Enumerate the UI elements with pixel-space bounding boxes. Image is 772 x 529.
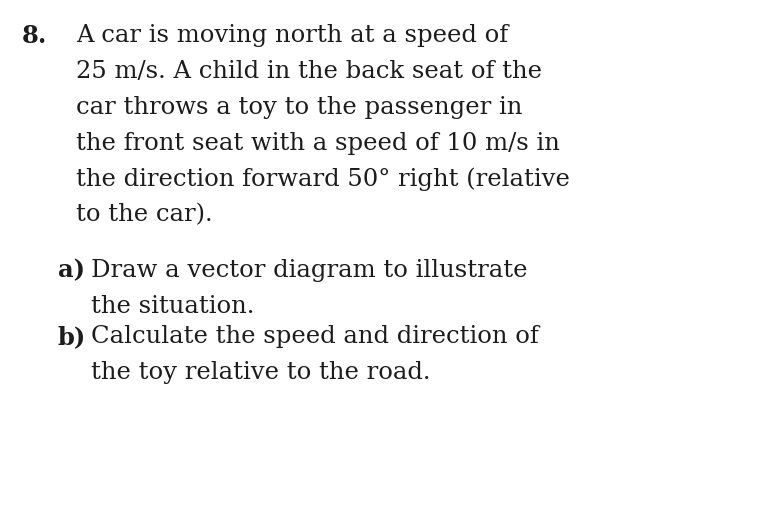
Text: the front seat with a speed of 10 m/s in: the front seat with a speed of 10 m/s in: [76, 132, 560, 154]
Text: the situation.: the situation.: [91, 295, 255, 317]
Text: the direction forward 50° right (relative: the direction forward 50° right (relativ…: [76, 168, 570, 191]
Text: to the car).: to the car).: [76, 204, 212, 226]
Text: a): a): [58, 259, 85, 282]
Text: 25 m/s. A child in the back seat of the: 25 m/s. A child in the back seat of the: [76, 60, 542, 83]
Text: car throws a toy to the passenger in: car throws a toy to the passenger in: [76, 96, 522, 118]
Text: Calculate the speed and direction of: Calculate the speed and direction of: [91, 325, 539, 348]
Text: 8.: 8.: [22, 24, 47, 48]
Text: A car is moving north at a speed of: A car is moving north at a speed of: [76, 24, 508, 47]
Text: b): b): [58, 325, 86, 349]
Text: Draw a vector diagram to illustrate: Draw a vector diagram to illustrate: [91, 259, 527, 281]
Text: the toy relative to the road.: the toy relative to the road.: [91, 361, 431, 384]
